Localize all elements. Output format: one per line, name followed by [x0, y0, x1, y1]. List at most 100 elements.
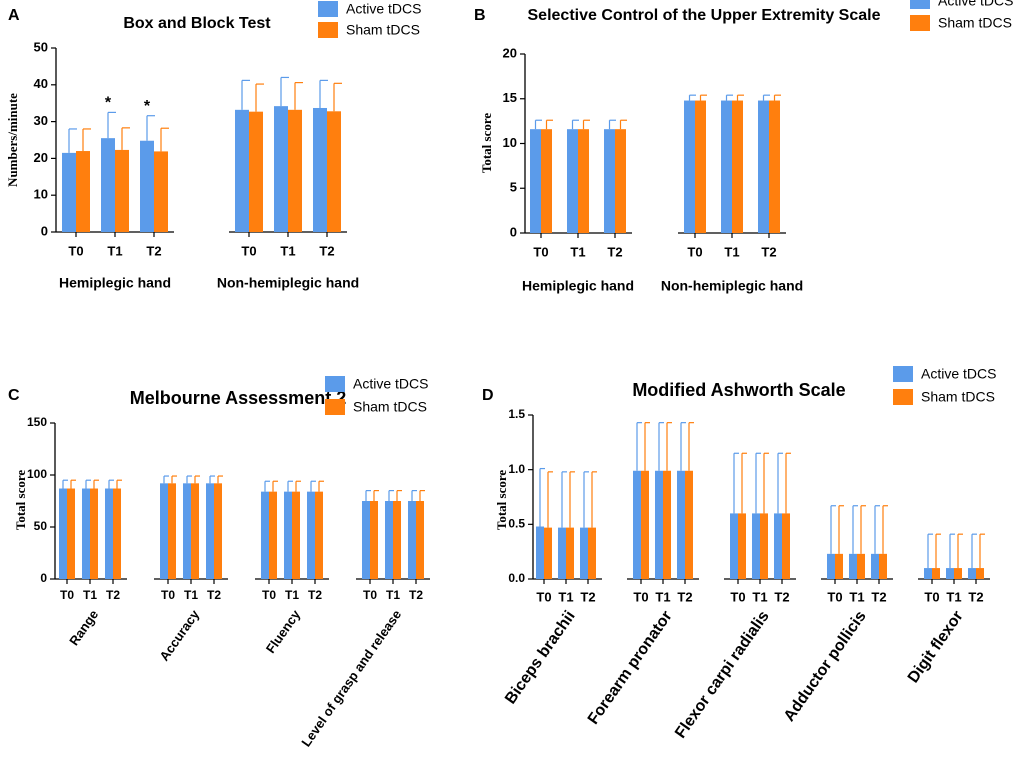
bar-active — [849, 553, 857, 579]
x-tick-label: T0 — [68, 243, 83, 258]
error-bar-sham — [741, 452, 747, 514]
x-tick-label: T1 — [655, 589, 670, 604]
bar-active — [677, 470, 685, 579]
x-tick-label: T2 — [968, 589, 983, 604]
bar-sham — [685, 470, 693, 579]
error-bar-sham — [116, 479, 122, 489]
panel-d: D Modified Ashworth Scale Active tDCS Sham … — [482, 366, 996, 742]
group-label: Non-hemiplegic hand — [661, 278, 803, 294]
bar-sham — [90, 488, 98, 579]
error-bar-sham — [619, 119, 627, 130]
group-label: Level of grasp and release — [298, 607, 404, 749]
error-bar-active — [571, 119, 579, 130]
y-tick-label: 0 — [510, 224, 517, 239]
panel-letter: C — [8, 387, 20, 404]
error-bar-active — [62, 479, 68, 489]
error-bar-active — [241, 79, 250, 110]
bar-active — [774, 513, 782, 579]
x-tick-label: T2 — [677, 589, 692, 604]
x-tick-label: T1 — [280, 243, 295, 258]
y-tick-label: 0 — [40, 571, 47, 585]
error-bar-active — [852, 505, 858, 554]
bar-sham — [541, 129, 552, 233]
error-bar-active — [107, 111, 116, 139]
bar-sham — [76, 151, 90, 232]
x-tick-label: T0 — [827, 589, 842, 604]
error-bar-active — [971, 533, 977, 569]
error-bar-sham — [545, 119, 553, 130]
bar-active — [307, 491, 315, 579]
error-bar-active — [85, 479, 91, 489]
chart-title: Melbourne Assessment 2 — [130, 388, 346, 408]
error-bar-active — [280, 76, 289, 107]
error-bar-sham — [294, 81, 303, 110]
error-bar-active — [163, 475, 169, 484]
error-bar-active — [561, 471, 567, 528]
bar-sham — [113, 488, 121, 579]
error-bar-sham — [957, 533, 963, 569]
error-bar-active — [287, 480, 293, 492]
group-label: Flexor carpi radialis — [672, 608, 773, 742]
legend-label-sham: Sham tDCS — [921, 389, 995, 405]
error-bar-active — [209, 475, 215, 484]
bar-active — [362, 501, 370, 579]
bar-active — [105, 488, 113, 579]
y-tick-label: 150 — [27, 415, 47, 429]
y-axis-label: Total score — [479, 113, 494, 174]
bar-sham — [393, 501, 401, 579]
group-label: Biceps brachii — [502, 608, 579, 707]
bar-sham — [269, 491, 277, 579]
group-label: Range — [66, 607, 101, 648]
bar-sham — [663, 470, 671, 579]
x-tick-label: T2 — [106, 588, 120, 602]
error-bar-active — [388, 490, 394, 501]
panel-a: A Box and Block Test Active tDCS Sham tDCS 0… — [5, 1, 421, 291]
error-bar-sham — [121, 127, 130, 150]
bar-active — [408, 501, 416, 579]
error-bar-active — [264, 480, 270, 492]
error-bar-active — [365, 490, 371, 501]
bar-active — [721, 100, 732, 233]
error-bar-active — [733, 452, 739, 514]
x-tick-label: T2 — [607, 244, 622, 259]
error-bar-sham — [396, 490, 402, 501]
bar-active — [82, 488, 90, 579]
group-label: Non-hemiplegic hand — [217, 275, 359, 291]
x-tick-label: T0 — [60, 588, 74, 602]
y-tick-label: 50 — [34, 39, 48, 54]
legend-swatch-active — [325, 376, 345, 392]
legend: Active tDCS Sham tDCS — [910, 0, 1013, 31]
legend-label-active: Active tDCS — [346, 1, 421, 17]
chart-title: Box and Block Test — [123, 15, 271, 32]
x-tick-label: T1 — [386, 588, 400, 602]
bar-sham — [115, 149, 129, 232]
y-tick-label: 0.0 — [508, 571, 525, 585]
x-tick-label: T1 — [184, 588, 198, 602]
error-bar-sham — [763, 452, 769, 514]
bar-active — [604, 129, 615, 233]
error-bar-active — [539, 467, 545, 527]
y-tick-label: 100 — [27, 467, 47, 481]
error-bar-sham — [785, 452, 791, 514]
bar-sham — [641, 470, 649, 579]
bar-active — [160, 483, 168, 579]
bar-sham — [738, 513, 746, 579]
bar-sham — [857, 553, 865, 579]
legend-swatch-sham — [910, 15, 930, 31]
bar-active — [827, 553, 835, 579]
bar-active — [530, 129, 541, 233]
bar-active — [655, 470, 663, 579]
x-tick-label: T0 — [161, 588, 175, 602]
x-tick-label: T2 — [580, 589, 595, 604]
bar-active — [752, 513, 760, 579]
bar-sham — [976, 568, 984, 579]
error-bar-sham — [160, 127, 169, 152]
legend-label-active: Active tDCS — [921, 366, 996, 382]
legend-swatch-sham — [318, 22, 338, 38]
error-bar-active — [658, 422, 664, 471]
y-tick-label: 1.0 — [508, 462, 525, 476]
error-bar-active — [874, 505, 880, 554]
bar-active — [567, 129, 578, 233]
y-tick-label: 40 — [34, 76, 48, 91]
bar-active — [580, 527, 588, 579]
